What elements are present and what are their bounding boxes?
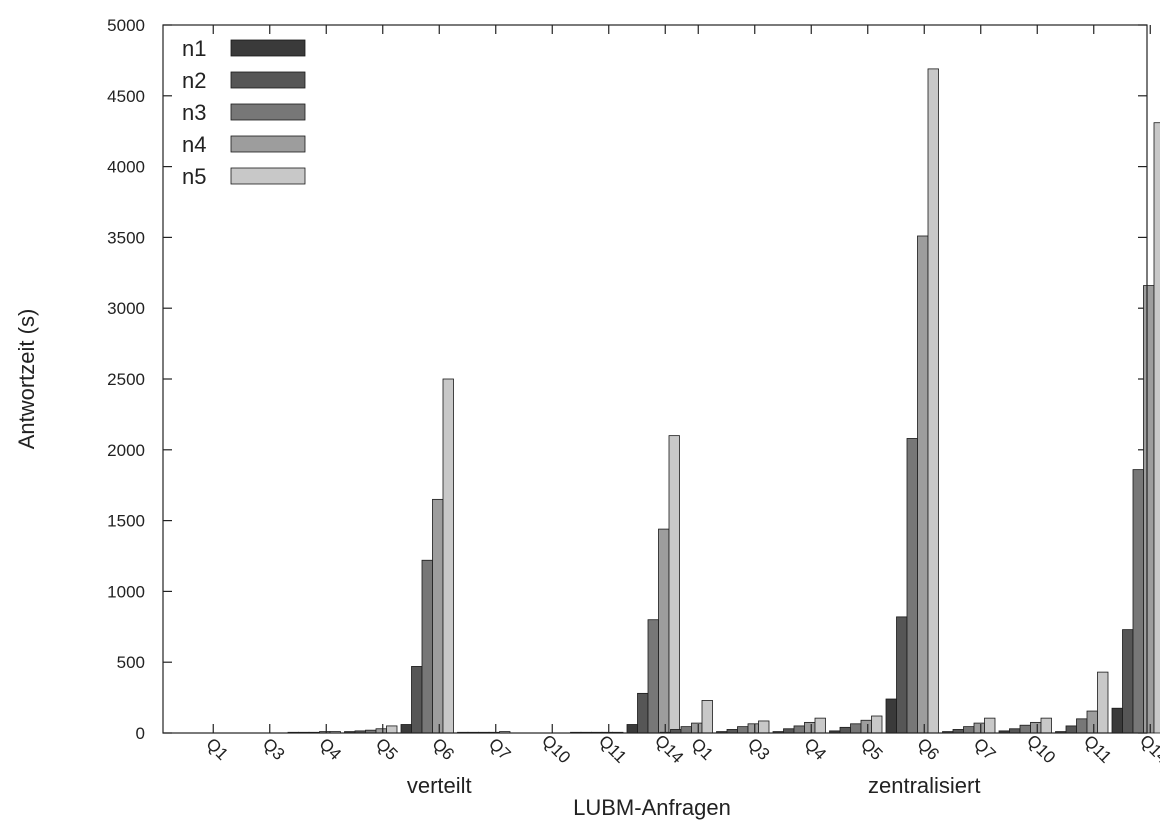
category-label: Q10 — [538, 731, 574, 767]
category-labels: Q1 Q3 Q4 Q5 Q6 Q7 Q10 Q11 Q14 verteilt Q1 Q3 Q4 Q5 Q6 Q… — [202, 731, 1160, 798]
bar-verteilt-Q6-n5 — [442, 378, 454, 734]
bar-verteilt-Q14-n4 — [658, 528, 670, 734]
y-axis-title: Antwortzeit (s) — [14, 309, 39, 450]
category-label: Q5 — [372, 734, 401, 763]
category-label: Q4 — [315, 734, 344, 763]
y-tick-label: 500 — [117, 653, 145, 672]
bar-zentralisiert-Q6-n1 — [885, 698, 897, 734]
legend-swatch-n2 — [230, 71, 306, 89]
bar-verteilt-Q6-n3 — [421, 559, 433, 734]
legend-swatch-n5 — [230, 167, 306, 185]
legend-label-n4: n4 — [182, 132, 206, 157]
bar-verteilt-Q6-n4 — [432, 498, 444, 734]
bar-zentralisiert-Q4-n4 — [804, 721, 816, 734]
category-label: Q3 — [744, 734, 773, 763]
bars — [287, 68, 1160, 734]
bar-zentralisiert-Q5-n5 — [871, 715, 883, 734]
bar-zentralisiert-Q10-n2 — [1009, 728, 1021, 734]
x-axis-ticks — [212, 25, 1151, 733]
bar-zentralisiert-Q10-n5 — [1040, 717, 1052, 734]
category-label: Q5 — [857, 734, 886, 763]
bar-verteilt-Q14-n5 — [668, 435, 680, 734]
legend-label-n5: n5 — [182, 164, 206, 189]
y-tick-label: 1000 — [107, 582, 145, 601]
bar-zentralisiert-Q14-n1 — [1111, 707, 1123, 734]
bar-verteilt-Q14-n2 — [637, 692, 649, 734]
bar-zentralisiert-Q11-n4 — [1086, 710, 1098, 734]
plot-frame — [162, 24, 1148, 734]
bar-zentralisiert-Q14-n5 — [1153, 122, 1160, 734]
y-axis-ticks: 0 500 1000 1500 2000 2500 3000 3500 4000 4500 5000 — [107, 16, 1147, 743]
bar-zentralisiert-Q4-n3 — [793, 725, 805, 734]
bar-zentralisiert-Q14-n4 — [1143, 285, 1155, 734]
legend-swatch-n3 — [230, 103, 306, 121]
category-label: Q6 — [913, 734, 942, 763]
category-label: Q7 — [970, 734, 999, 763]
x-axis-title: LUBM-Anfragen — [573, 795, 731, 820]
legend-swatch-n4 — [230, 135, 306, 153]
bar-verteilt-Q6-n1 — [400, 724, 412, 734]
group-label-zentralisiert: zentralisiert — [868, 773, 980, 798]
bar-zentralisiert-Q11-n5 — [1097, 671, 1109, 734]
y-tick-label: 5000 — [107, 16, 145, 35]
category-label: Q14 — [1136, 731, 1160, 767]
legend-label-n1: n1 — [182, 36, 206, 61]
bar-zentralisiert-Q6-n2 — [896, 616, 908, 734]
bar-zentralisiert-Q6-n5 — [927, 68, 939, 734]
y-tick-label: 0 — [136, 724, 145, 743]
bar-zentralisiert-Q7-n5 — [984, 717, 996, 734]
category-label: Q10 — [1023, 731, 1059, 767]
category-label: Q6 — [428, 734, 457, 763]
category-label: Q3 — [259, 734, 288, 763]
y-tick-label: 3000 — [107, 299, 145, 318]
bar-zentralisiert-Q7-n3 — [963, 726, 975, 734]
bar-verteilt-Q5-n4 — [375, 728, 387, 734]
y-tick-label: 1500 — [107, 512, 145, 531]
category-label: Q1 — [687, 734, 716, 763]
bar-zentralisiert-Q14-n2 — [1122, 629, 1134, 734]
bar-zentralisiert-Q5-n4 — [860, 719, 872, 734]
group-label-verteilt: verteilt — [407, 773, 472, 798]
bar-zentralisiert-Q5-n3 — [850, 723, 862, 734]
bar-zentralisiert-Q1-n5 — [701, 700, 713, 734]
category-label: Q4 — [800, 734, 829, 763]
category-label: Q14 — [651, 731, 687, 767]
bar-zentralisiert-Q1-n3 — [680, 726, 692, 734]
bar-zentralisiert-Q3-n3 — [737, 726, 749, 734]
bar-zentralisiert-Q5-n2 — [839, 726, 851, 734]
legend-swatch-n1 — [230, 39, 306, 57]
category-label: Q7 — [485, 734, 514, 763]
y-tick-label: 2500 — [107, 370, 145, 389]
bar-verteilt-Q5-n5 — [386, 725, 398, 734]
bar-zentralisiert-Q10-n3 — [1019, 724, 1031, 734]
bar-zentralisiert-Q3-n4 — [747, 723, 759, 734]
bar-zentralisiert-Q11-n2 — [1065, 725, 1077, 734]
y-tick-label: 2000 — [107, 441, 145, 460]
y-tick-label: 4500 — [107, 87, 145, 106]
bar-zentralisiert-Q4-n2 — [783, 728, 795, 734]
bar-zentralisiert-Q6-n3 — [906, 438, 918, 734]
bar-zentralisiert-Q14-n3 — [1132, 469, 1144, 734]
legend-label-n3: n3 — [182, 100, 206, 125]
legend-label-n2: n2 — [182, 68, 206, 93]
y-tick-label: 4000 — [107, 158, 145, 177]
bar-verteilt-Q14-n3 — [647, 619, 659, 734]
bar-zentralisiert-Q7-n4 — [973, 722, 985, 734]
legend: n1 n2 n3 n4 n5 — [182, 36, 306, 189]
y-tick-label: 3500 — [107, 228, 145, 247]
category-label: Q11 — [595, 731, 630, 766]
bar-verteilt-Q14-n1 — [626, 724, 638, 734]
bar-verteilt-Q6-n2 — [411, 666, 423, 734]
bar-zentralisiert-Q1-n4 — [691, 722, 703, 734]
category-label: Q1 — [202, 734, 231, 763]
category-label: Q11 — [1080, 731, 1115, 766]
bar-zentralisiert-Q11-n3 — [1076, 718, 1088, 734]
bar-zentralisiert-Q6-n4 — [917, 235, 929, 734]
bar-zentralisiert-Q4-n5 — [814, 717, 826, 734]
bar-zentralisiert-Q3-n5 — [758, 720, 770, 734]
